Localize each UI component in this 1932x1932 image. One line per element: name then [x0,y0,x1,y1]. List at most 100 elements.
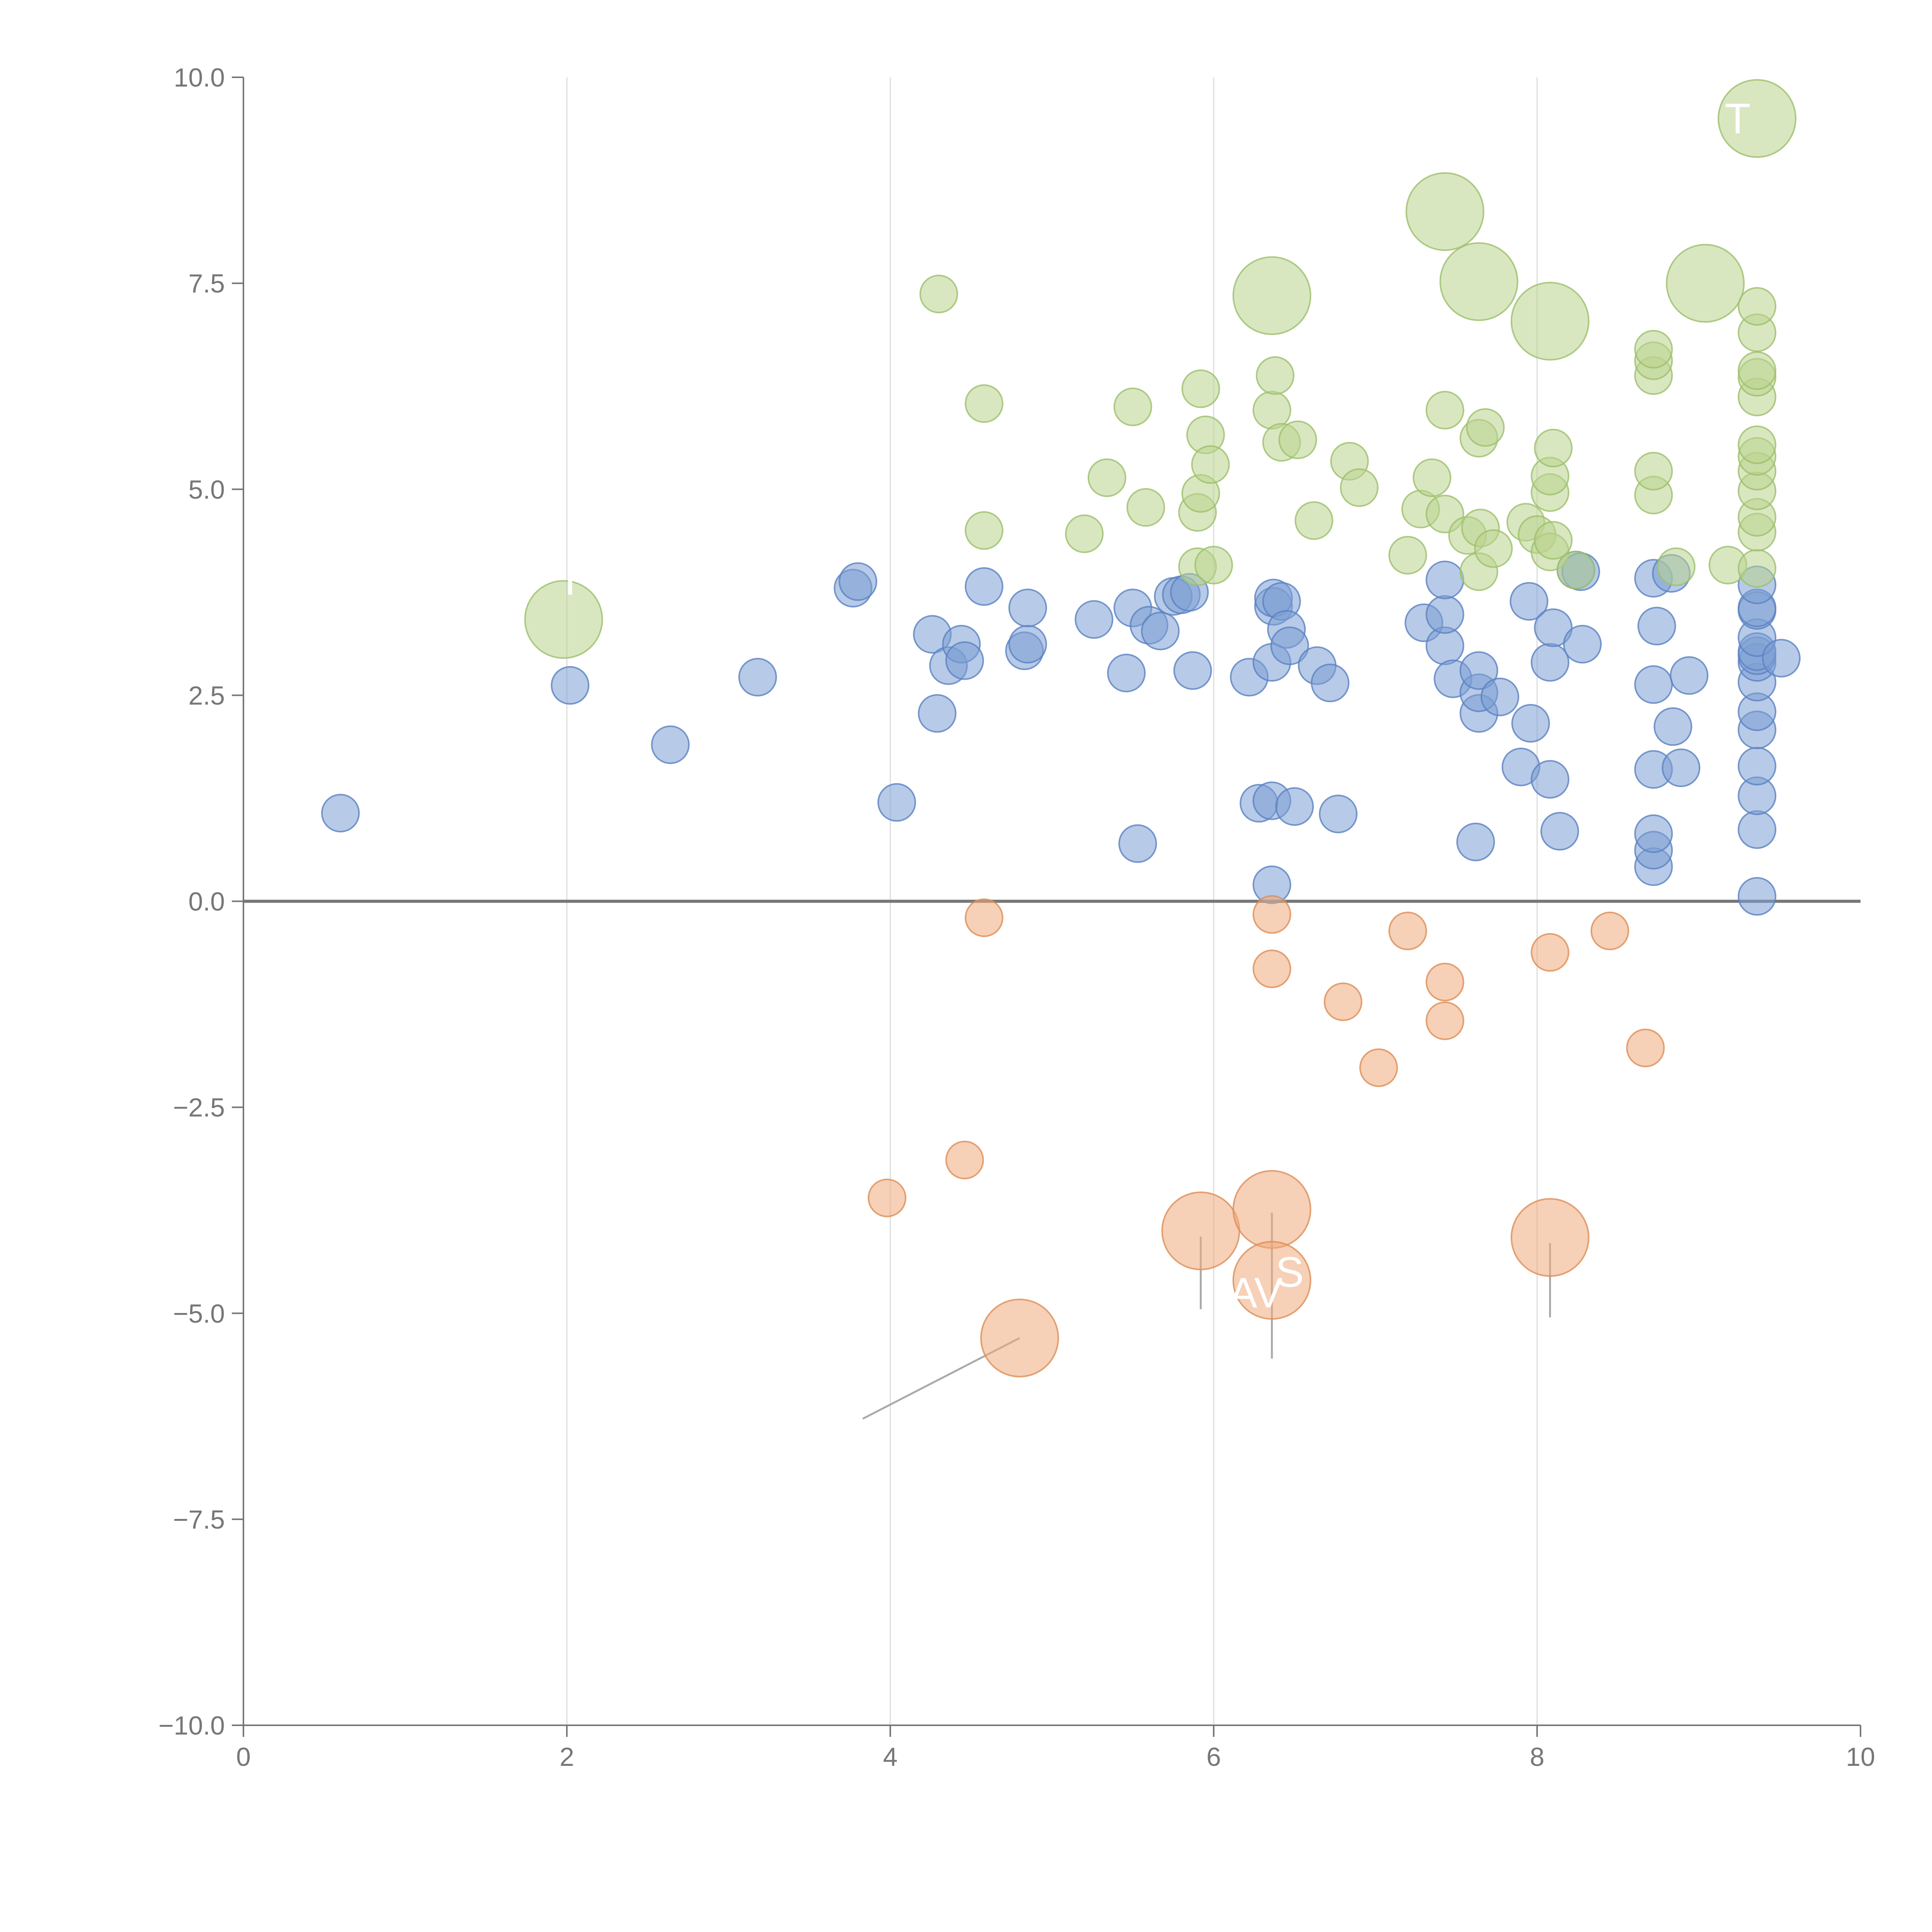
point-blue-small-11 [945,641,984,680]
point-green-small-39 [1556,551,1595,590]
y-tick-label-6: 5.0 [188,475,225,504]
y-tick-label-7: 7.5 [188,269,225,298]
point-blue-small-52 [1511,704,1550,743]
point-blue-small-38 [1319,794,1358,833]
point-orange-large-2 [1232,1170,1311,1249]
point-orange-small-6 [1359,1048,1398,1087]
point-blue-small-3 [738,658,777,697]
point-blue-small-19 [1118,824,1157,863]
point-green-small-38 [1534,521,1573,560]
point-blue-small-66 [1637,607,1676,646]
bubble-label-1: S [1276,1248,1304,1296]
point-blue-small-6 [877,783,916,822]
point-blue-small-8 [918,694,957,733]
point-blue-small-69 [1662,748,1701,787]
point-blue-small-53 [1531,760,1570,799]
point-blue-small-70 [1670,656,1709,695]
point-blue-small-51 [1510,582,1549,621]
point-orange-small-4 [1252,949,1291,988]
data-points [321,79,1801,1378]
point-blue-small-42 [1425,595,1464,634]
point-green-small-31 [1474,529,1513,568]
point-green-small-44 [1634,330,1673,369]
point-green-small-10 [1181,369,1220,408]
point-blue-small-25 [1173,651,1212,690]
point-green-small-17 [1278,420,1317,459]
point-orange-large-4 [1510,1198,1590,1277]
point-green-large-4 [1510,282,1590,361]
point-green-small-6 [1126,488,1165,527]
point-blue-small-85 [1762,639,1801,678]
y-tick-label-0: −10.0 [158,1711,225,1740]
point-blue-small-62 [1634,814,1673,853]
point-green-small-14 [1252,391,1291,430]
point-green-small-18 [1294,501,1333,540]
point-green-small-37 [1534,429,1573,468]
point-blue-small-1 [551,666,590,705]
point-green-small-56 [1738,351,1777,390]
point-green-large-5 [1666,244,1745,323]
point-green-large-2 [1405,172,1485,251]
point-green-small-15 [1256,356,1295,395]
x-tick-label-5: 10 [1846,1742,1875,1772]
point-green-small-5 [1113,388,1152,426]
point-green-small-3 [1065,514,1104,553]
y-tick-label-3: −2.5 [173,1093,225,1122]
y-tick-label-1: −7.5 [173,1505,225,1534]
point-green-small-1 [964,511,1003,550]
point-blue-small-21 [1141,612,1180,651]
point-green-small-12 [1191,445,1230,484]
y-tick-label-4: 0.0 [188,887,225,917]
point-green-small-58 [1738,287,1777,326]
point-blue-small-17 [1107,653,1146,692]
point-green-small-25 [1425,391,1464,430]
bubble-label-2: AV [1229,1269,1283,1316]
point-blue-small-72 [1738,810,1777,849]
point-orange-small-2 [964,898,1003,937]
point-blue-small-71 [1738,877,1777,916]
point-green-small-23 [1412,458,1451,497]
x-tick-label-2: 4 [883,1742,898,1772]
point-blue-small-2 [651,725,690,764]
point-blue-small-15 [1008,588,1047,628]
point-green-small-45 [1656,547,1696,586]
point-orange-small-9 [1425,1001,1464,1040]
point-orange-small-0 [867,1179,906,1218]
point-blue-small-59 [1563,625,1602,664]
point-blue-small-68 [1653,707,1692,746]
point-orange-small-7 [1388,912,1427,951]
point-green-large-6 [1718,79,1797,158]
point-blue-small-56 [1540,812,1579,851]
point-blue-small-12 [964,567,1003,606]
point-green-large-1 [1232,256,1311,335]
point-blue-small-64 [1634,665,1673,704]
point-orange-large-1 [1161,1191,1240,1270]
point-green-small-2 [964,384,1003,423]
y-tick-label-2: −5.0 [173,1299,225,1328]
point-orange-large-3 [1232,1241,1311,1320]
y-tick-label-5: 2.5 [188,681,225,710]
point-green-small-20 [1340,468,1379,507]
point-orange-small-3 [1252,895,1291,934]
point-blue-small-34 [1270,626,1309,665]
point-blue-small-49 [1480,677,1519,716]
point-green-small-21 [1388,536,1427,575]
point-orange-small-12 [1626,1029,1665,1068]
point-blue-small-54 [1531,643,1570,682]
point-blue-small-55 [1534,608,1573,647]
point-green-small-30 [1466,408,1505,447]
point-orange-small-8 [1425,963,1464,1002]
point-green-large-0 [524,580,603,659]
point-orange-small-11 [1590,912,1629,951]
point-green-small-0 [919,274,958,313]
point-orange-large-0 [980,1298,1059,1378]
x-tick-label-1: 2 [560,1742,574,1772]
point-blue-small-0 [321,794,360,833]
point-blue-small-37 [1311,663,1350,702]
point-blue-small-5 [838,562,878,601]
point-orange-small-10 [1531,933,1570,972]
point-blue-small-74 [1738,747,1777,786]
point-green-small-41 [1634,452,1673,491]
point-orange-small-1 [945,1141,984,1180]
